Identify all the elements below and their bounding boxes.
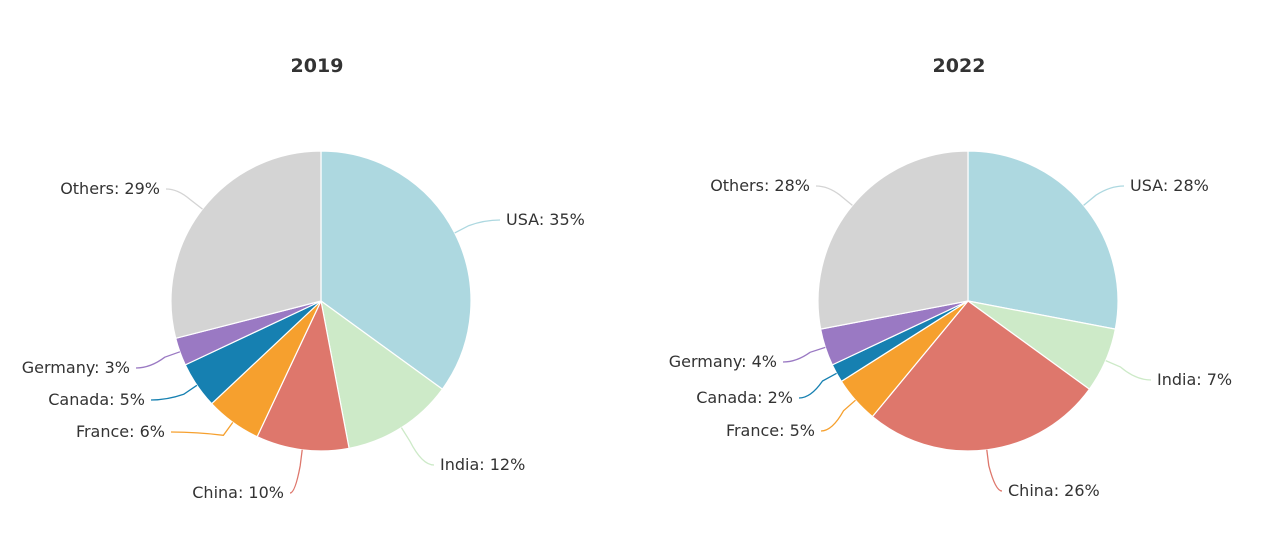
slice-label-china-2019: China: 10% xyxy=(192,483,284,502)
leader-line-china-2022 xyxy=(986,449,1003,492)
slice-label-canada-2019: Canada: 5% xyxy=(48,390,145,409)
chart-title-2019: 2019 xyxy=(291,55,344,77)
leader-line-india-2019 xyxy=(400,427,435,466)
pie-slice-china-2022[interactable] xyxy=(871,300,1091,452)
slice-label-france-2022: France: 5% xyxy=(726,421,815,440)
pie-slice-usa-2019[interactable] xyxy=(320,150,472,391)
slice-label-china-2022: China: 26% xyxy=(1008,481,1100,500)
slice-label-france-2019: France: 6% xyxy=(76,422,165,441)
slice-label-germany-2019: Germany: 3% xyxy=(22,358,130,377)
leader-line-france-2019 xyxy=(170,422,234,436)
pie-slice-others-2019[interactable] xyxy=(170,150,322,340)
slice-label-usa-2022: USA: 28% xyxy=(1130,176,1209,195)
leader-line-usa-2022 xyxy=(1083,185,1125,206)
leader-line-china-2019 xyxy=(289,449,303,494)
leader-line-others-2022 xyxy=(815,185,853,206)
slice-label-canada-2022: Canada: 2% xyxy=(696,388,793,407)
leader-line-canada-2022 xyxy=(798,372,837,399)
slice-label-india-2019: India: 12% xyxy=(440,455,525,474)
leader-line-canada-2019 xyxy=(150,384,198,401)
slice-label-india-2022: India: 7% xyxy=(1157,370,1232,389)
chart-title-2022: 2022 xyxy=(933,55,986,77)
leader-line-germany-2019 xyxy=(135,351,181,369)
leader-line-usa-2019 xyxy=(454,219,501,234)
slice-label-germany-2022: Germany: 4% xyxy=(669,352,777,371)
slice-label-others-2022: Others: 28% xyxy=(710,176,810,195)
pie-chart-2019: 2019 USA: 35% India: 12% China: 10% France:… xyxy=(22,55,585,502)
leader-line-others-2019 xyxy=(165,188,203,210)
slice-label-others-2019: Others: 29% xyxy=(60,179,160,198)
slice-label-usa-2019: USA: 35% xyxy=(506,210,585,229)
leader-line-germany-2022 xyxy=(782,346,826,363)
pie-slice-usa-2022[interactable] xyxy=(967,150,1119,330)
pie-slice-others-2022[interactable] xyxy=(817,150,969,330)
leader-line-france-2022 xyxy=(820,399,856,432)
pie-chart-2022: 2022 USA: 28% India: 7% China: 26% France: … xyxy=(669,55,1232,500)
leader-line-india-2022 xyxy=(1105,360,1152,381)
